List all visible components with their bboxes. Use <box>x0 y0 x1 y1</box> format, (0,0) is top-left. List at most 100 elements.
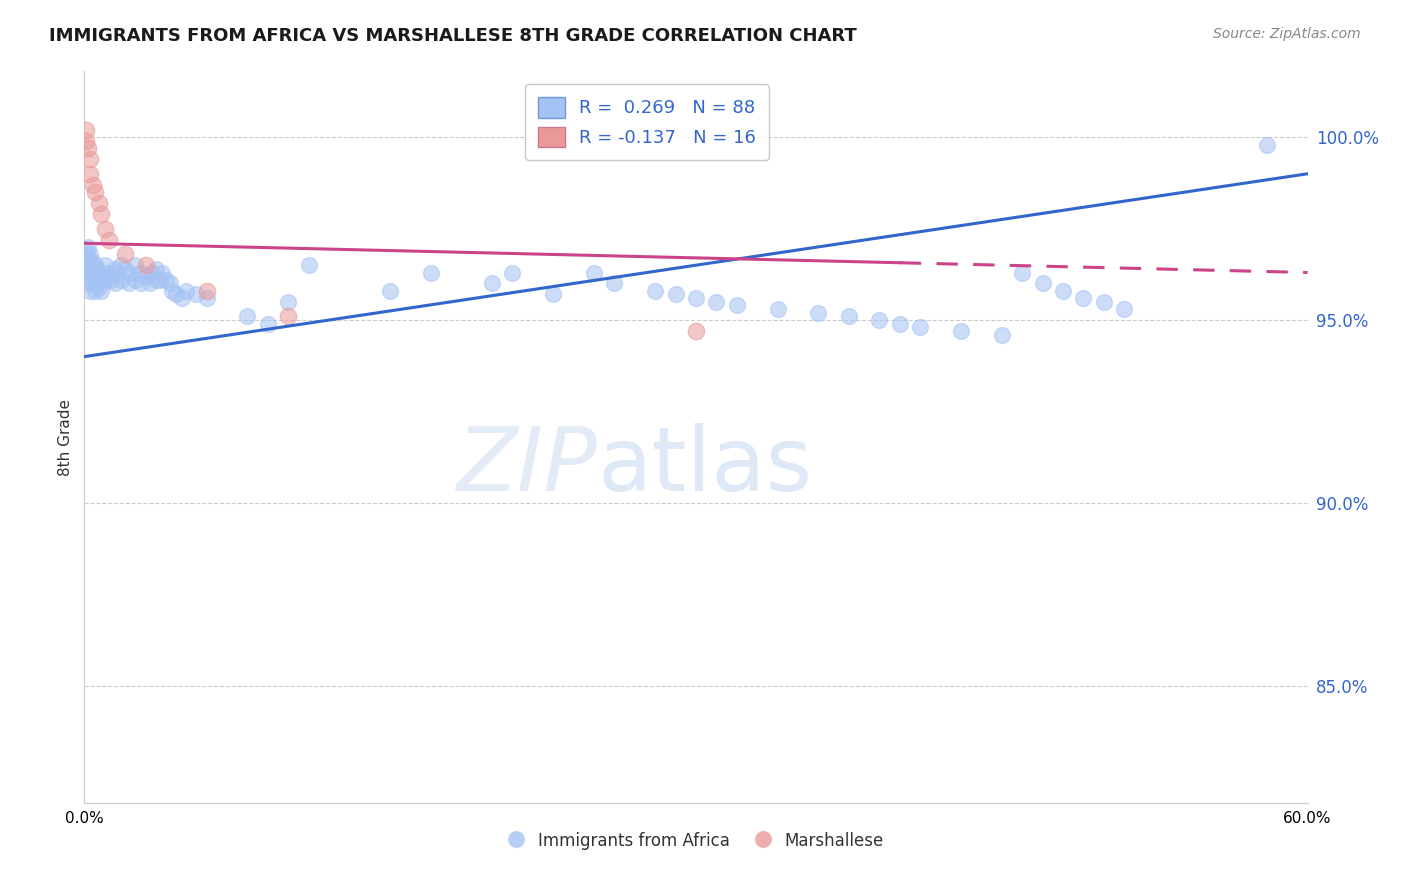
Point <box>118 277 141 291</box>
Point <box>77 277 100 291</box>
Point <box>174 284 197 298</box>
Point <box>766 302 789 317</box>
Point <box>298 258 321 272</box>
Point <box>186 287 208 301</box>
Point <box>149 273 172 287</box>
Point <box>79 152 101 166</box>
Point <box>105 266 128 280</box>
Point <box>141 266 163 280</box>
Point <box>91 273 114 287</box>
Point <box>82 266 104 280</box>
Point <box>79 247 101 261</box>
Point <box>86 261 108 276</box>
Point <box>950 324 973 338</box>
Point <box>93 258 115 272</box>
Point <box>93 273 115 287</box>
Point <box>1073 291 1095 305</box>
Point <box>87 196 110 211</box>
Point <box>1092 294 1115 309</box>
Point <box>910 320 932 334</box>
Point <box>75 123 97 137</box>
Text: atlas: atlas <box>598 423 813 510</box>
Point <box>90 207 112 221</box>
Point <box>838 310 860 324</box>
Point <box>145 261 167 276</box>
Point <box>97 269 120 284</box>
Point <box>87 266 110 280</box>
Point <box>665 287 688 301</box>
Point <box>685 324 707 338</box>
Point <box>75 244 97 258</box>
Point <box>124 273 146 287</box>
Point <box>131 277 153 291</box>
Point <box>90 269 112 284</box>
Point <box>481 277 503 291</box>
Point <box>104 261 127 276</box>
Point <box>195 284 218 298</box>
Point <box>135 269 157 284</box>
Point <box>87 280 110 294</box>
Point <box>725 298 748 312</box>
Point <box>77 261 100 276</box>
Point <box>110 273 132 287</box>
Point <box>83 284 105 298</box>
Point <box>644 284 666 298</box>
Point <box>77 141 100 155</box>
Point <box>145 273 167 287</box>
Point <box>706 294 728 309</box>
Point <box>543 287 565 301</box>
Point <box>135 258 157 272</box>
Point <box>1256 137 1278 152</box>
Text: Source: ZipAtlas.com: Source: ZipAtlas.com <box>1213 27 1361 41</box>
Point <box>79 269 101 284</box>
Point <box>131 266 153 280</box>
Point <box>75 254 97 268</box>
Point <box>104 277 127 291</box>
Point <box>257 317 280 331</box>
Point <box>380 284 402 298</box>
Point <box>124 258 146 272</box>
Point <box>1052 284 1074 298</box>
Point <box>118 266 141 280</box>
Y-axis label: 8th Grade: 8th Grade <box>58 399 73 475</box>
Point <box>79 167 101 181</box>
Point <box>90 284 112 298</box>
Point <box>82 178 104 192</box>
Point <box>1032 277 1054 291</box>
Point <box>110 258 132 272</box>
Point <box>1011 266 1033 280</box>
Point <box>114 261 136 276</box>
Point <box>159 277 181 291</box>
Point <box>75 134 97 148</box>
Point <box>82 277 104 291</box>
Point <box>991 327 1014 342</box>
Point <box>869 313 891 327</box>
Point <box>165 287 187 301</box>
Point <box>96 266 118 280</box>
Text: IMMIGRANTS FROM AFRICA VS MARSHALLESE 8TH GRADE CORRELATION CHART: IMMIGRANTS FROM AFRICA VS MARSHALLESE 8T… <box>49 27 858 45</box>
Point <box>83 269 105 284</box>
Point <box>583 266 606 280</box>
Point <box>77 251 100 265</box>
Point <box>502 266 524 280</box>
Point <box>420 266 443 280</box>
Point <box>195 291 218 305</box>
Point <box>277 294 299 309</box>
Point <box>150 266 173 280</box>
Legend: Immigrants from Africa, Marshallese: Immigrants from Africa, Marshallese <box>502 825 890 856</box>
Point <box>160 284 183 298</box>
Point <box>86 277 108 291</box>
Point <box>77 240 100 254</box>
Point <box>1114 302 1136 317</box>
Point <box>83 258 105 272</box>
Point <box>97 233 120 247</box>
Point <box>138 277 160 291</box>
Point <box>75 266 97 280</box>
Text: ZIP: ZIP <box>457 424 598 509</box>
Point <box>83 185 105 199</box>
Point <box>807 306 830 320</box>
Point <box>114 247 136 261</box>
Point <box>889 317 911 331</box>
Point <box>277 310 299 324</box>
Point <box>603 277 626 291</box>
